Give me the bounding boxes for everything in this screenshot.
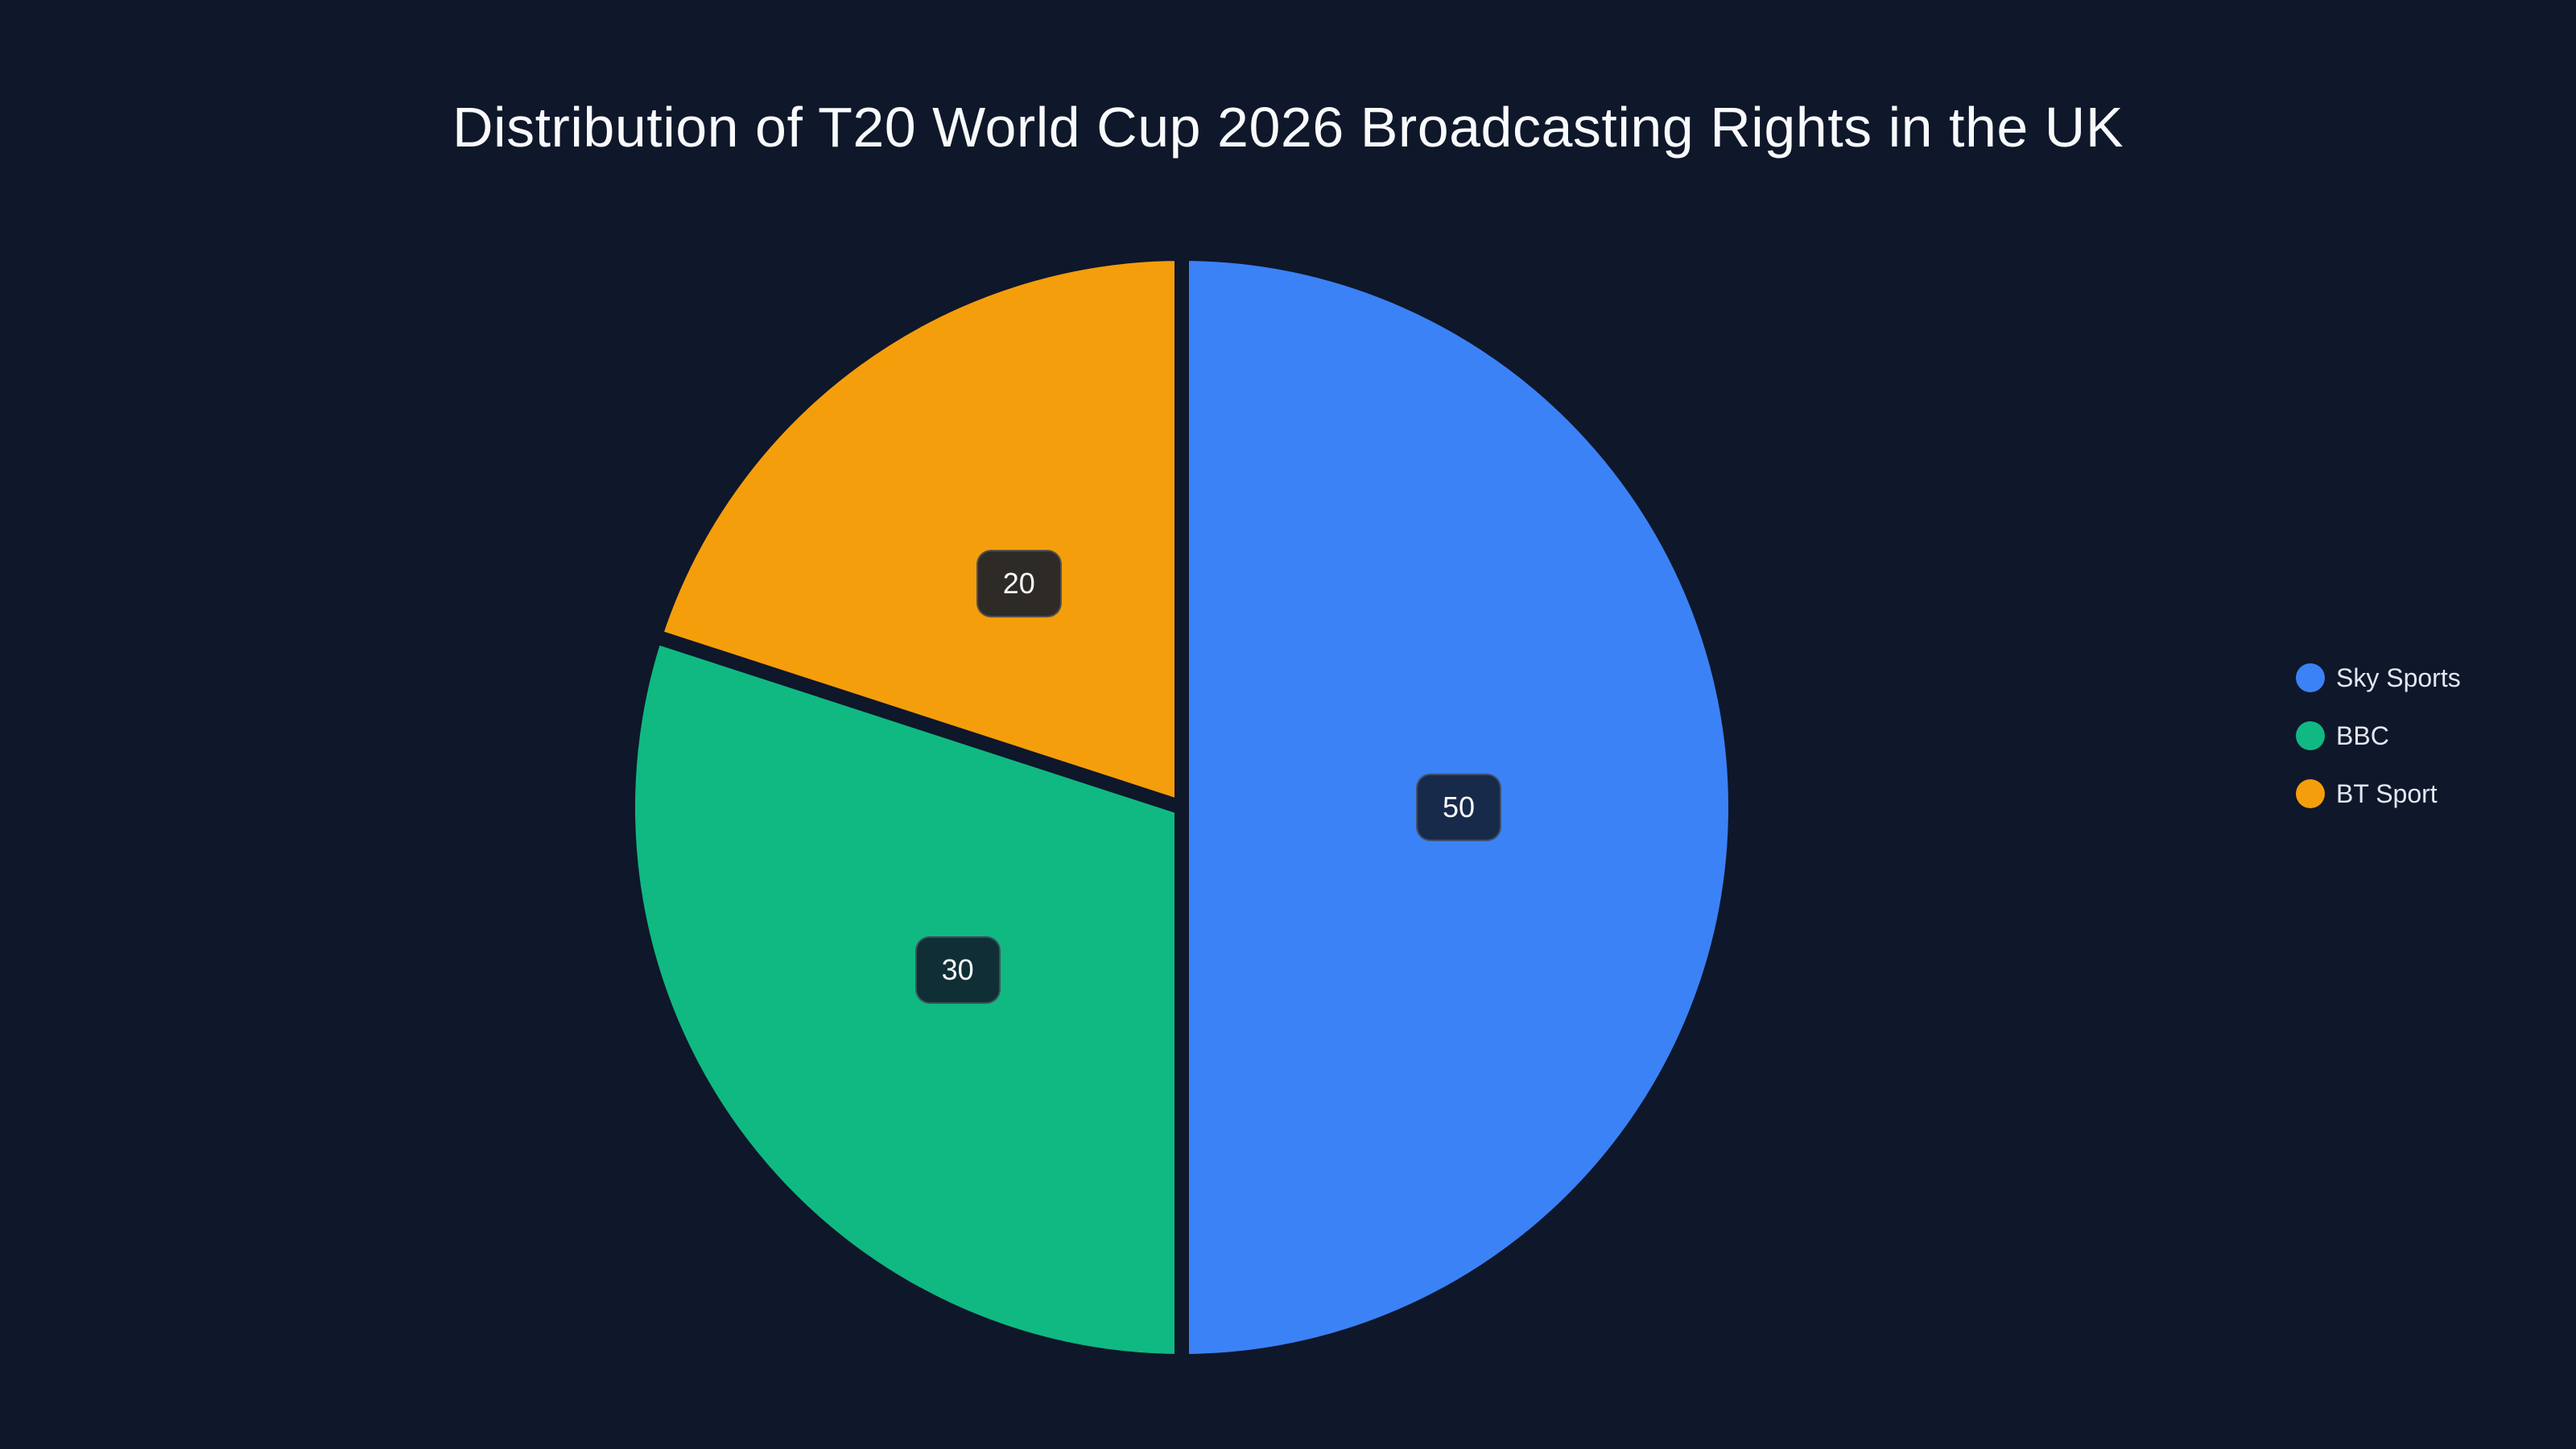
legend-swatch-icon (2296, 779, 2325, 808)
pie-slice-bbc[interactable] (621, 627, 1189, 1369)
pie-slice-bt-sport[interactable] (646, 246, 1189, 818)
legend-item-sky-sports[interactable]: Sky Sports (2296, 649, 2461, 707)
data-label-bbc: 30 (914, 936, 1001, 1005)
legend: Sky Sports BBC BT Sport (2296, 649, 2461, 823)
chart-title: Distribution of T20 World Cup 2026 Broad… (452, 96, 2124, 159)
legend-label: BT Sport (2336, 778, 2438, 808)
legend-label: Sky Sports (2336, 663, 2461, 692)
legend-swatch-icon (2296, 721, 2325, 750)
legend-item-bbc[interactable]: BBC (2296, 707, 2461, 765)
legend-label: BBC (2336, 720, 2389, 750)
data-label-bt-sport: 20 (976, 549, 1062, 617)
data-label-sky-sports: 50 (1416, 774, 1501, 841)
legend-item-bt-sport[interactable]: BT Sport (2296, 765, 2461, 823)
legend-swatch-icon (2296, 663, 2325, 692)
